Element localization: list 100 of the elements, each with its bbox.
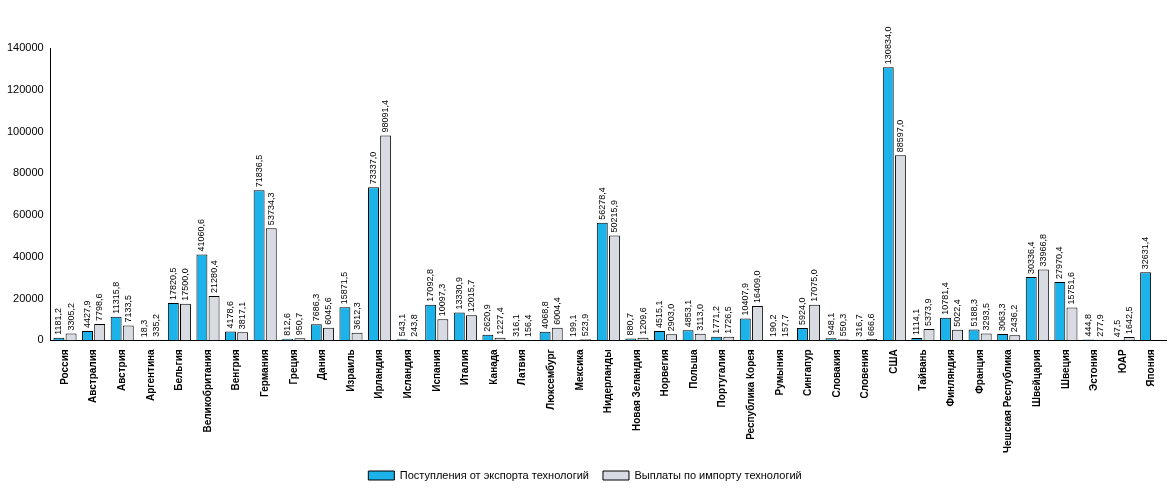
- data-label: 7686,3: [310, 293, 321, 322]
- x-tick-label: Румыния: [773, 349, 785, 396]
- x-tick-label: Португалия: [716, 349, 728, 408]
- data-label: 10097,3: [437, 283, 448, 317]
- data-label: 2436,2: [1009, 304, 1020, 333]
- data-label: 4068,8: [539, 301, 550, 329]
- data-label: 13330,9: [453, 276, 464, 310]
- data-label: 53734,3: [265, 192, 276, 226]
- data-label: 277,9: [1095, 314, 1106, 337]
- data-label: 1181,2: [53, 308, 64, 335]
- x-tick-label: Венгрия: [230, 349, 242, 391]
- data-label: 15751,6: [1066, 271, 1077, 305]
- data-label: 88597,0: [894, 119, 905, 153]
- data-label: 33966,8: [1037, 233, 1048, 267]
- data-label: 2903,0: [666, 303, 677, 332]
- y-tick-label: 20000: [13, 291, 44, 304]
- data-label: 199,1: [568, 314, 579, 337]
- data-label: 56278,4: [596, 187, 607, 220]
- x-tick-label: Австралия: [87, 349, 99, 403]
- data-label: 11315,8: [110, 281, 121, 314]
- x-tick-label: Япония: [1145, 349, 1157, 387]
- x-tick-label: Чешская Республика: [1002, 348, 1014, 453]
- data-label: 15871,5: [339, 271, 350, 305]
- data-label: 444,8: [1082, 313, 1093, 337]
- x-tick-label: Испания: [430, 349, 442, 392]
- x-tick-label: Германия: [258, 349, 270, 397]
- data-label: 7133,5: [122, 294, 133, 323]
- data-label: 3817,1: [237, 301, 248, 330]
- data-label: 32631,4: [1140, 236, 1151, 270]
- x-tick-label: Люксембург: [544, 349, 556, 410]
- x-tick-label: Исландия: [401, 349, 413, 399]
- data-label: 190,2: [768, 314, 779, 337]
- x-tick-label: Норвегия: [659, 349, 671, 397]
- x-tick-label: Республика Корея: [745, 349, 757, 440]
- data-label: 17820,5: [167, 267, 178, 301]
- data-label: 3063,3: [997, 303, 1008, 331]
- x-tick-label: ЮАР: [1116, 349, 1128, 374]
- x-tick-label: Швейцария: [1031, 349, 1043, 408]
- data-label: 5022,4: [952, 299, 963, 327]
- y-tick-label: 120000: [6, 82, 44, 95]
- x-tick-label: Нидерланды: [602, 349, 614, 414]
- data-label: 5188,3: [968, 298, 979, 327]
- x-tick-label: Бельгия: [173, 349, 185, 391]
- data-label: 523,9: [580, 313, 591, 337]
- data-label: 3293,5: [980, 302, 991, 331]
- y-tick-label: 0: [37, 333, 44, 346]
- data-label: 27970,4: [1054, 246, 1065, 279]
- data-label: 17075,0: [809, 269, 820, 302]
- data-label: 316,1: [510, 314, 521, 337]
- x-tick-label: Швеция: [1059, 349, 1071, 390]
- data-label: 4515,1: [653, 300, 664, 328]
- x-tick-label: Словакия: [830, 349, 842, 398]
- data-label: 2620,9: [482, 304, 493, 332]
- x-tick-label: Финляндия: [945, 349, 957, 407]
- data-label: 73337,0: [367, 151, 378, 185]
- data-label: 1771,2: [711, 306, 722, 334]
- data-label: 47,5: [1111, 319, 1122, 338]
- data-label: 50215,9: [608, 199, 619, 233]
- x-tick-label: Эстония: [1088, 349, 1100, 391]
- x-tick-label: Польша: [687, 348, 699, 389]
- data-label: 98091,4: [380, 99, 391, 133]
- x-tick-label: Новая Зеландия: [630, 349, 642, 431]
- data-label: 1642,5: [1123, 306, 1134, 334]
- x-tick-label: Аргентина: [144, 348, 156, 402]
- data-label: 3612,3: [351, 302, 362, 330]
- x-tick-label: Мексика: [573, 348, 585, 391]
- data-label: 4427,9: [82, 300, 93, 329]
- data-label: 543,1: [396, 313, 407, 337]
- data-label: 157,7: [780, 314, 791, 337]
- data-label: 550,3: [837, 313, 848, 337]
- data-label: 3113,0: [694, 303, 705, 331]
- y-tick-label: 40000: [13, 249, 44, 262]
- x-tick-label: Сингапур: [802, 349, 814, 397]
- data-label: 156,4: [523, 314, 534, 337]
- x-tick-label: Великобритания: [201, 349, 213, 433]
- legend-label: Выплаты по импорту технологий: [634, 468, 802, 481]
- y-tick-label: 140000: [6, 41, 44, 54]
- data-label: 335,2: [151, 314, 162, 337]
- legend-label: Поступления от экспорта технологий: [399, 468, 589, 481]
- x-tick-label: Россия: [58, 349, 70, 385]
- data-label: 812,6: [282, 313, 293, 336]
- data-label: 6045,6: [322, 297, 333, 325]
- data-label: 5924,0: [796, 297, 807, 325]
- data-label: 1114,1: [911, 308, 922, 335]
- x-tick-label: Тайвань: [916, 349, 928, 391]
- data-label: 1209,6: [637, 307, 648, 335]
- data-label: 12015,7: [465, 279, 476, 313]
- x-tick-label: Греция: [287, 349, 299, 385]
- data-label: 30336,4: [1025, 241, 1036, 274]
- data-label: 10407,9: [739, 283, 750, 316]
- data-label: 21280,4: [208, 260, 219, 293]
- data-label: 41060,6: [196, 219, 207, 252]
- data-label: 948,1: [825, 312, 836, 336]
- data-label: 1227,4: [494, 307, 505, 335]
- data-label: 7798,6: [94, 293, 105, 322]
- data-label: 17500,0: [179, 268, 190, 301]
- y-tick-label: 80000: [13, 166, 44, 179]
- x-tick-label: Латвия: [516, 349, 528, 386]
- x-tick-label: Словения: [859, 349, 871, 399]
- data-label: 10781,4: [939, 282, 950, 315]
